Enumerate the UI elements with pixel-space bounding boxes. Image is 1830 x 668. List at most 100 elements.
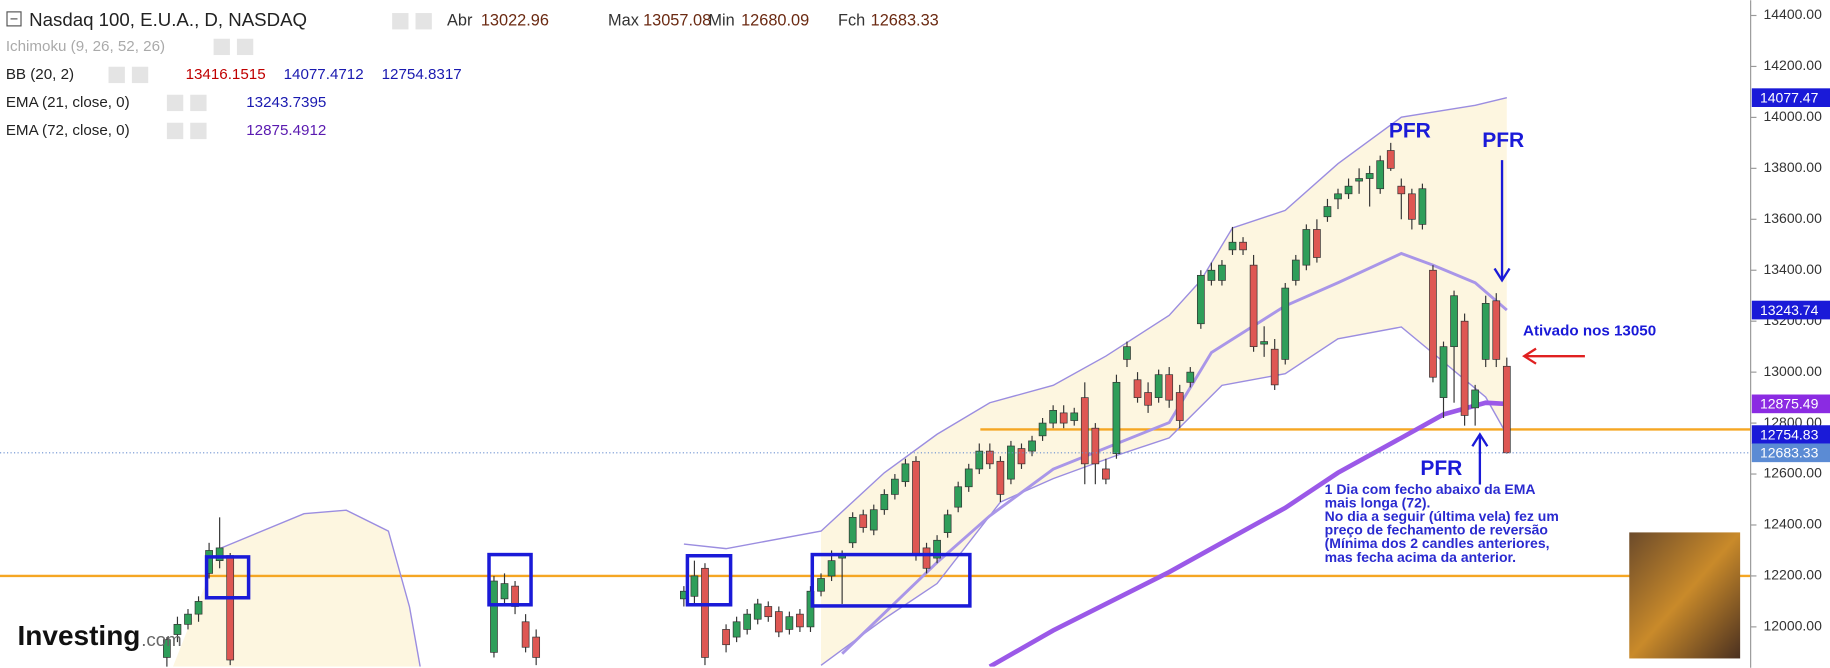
- ohlc-label: Abr: [447, 12, 473, 30]
- candle-body: [859, 514, 868, 528]
- candle-body: [1334, 193, 1342, 200]
- price-label: 14077.47: [1760, 90, 1819, 106]
- ohlc-value: 13057.08: [643, 12, 711, 30]
- candle-body: [1133, 379, 1142, 398]
- candle-body: [1323, 206, 1332, 218]
- candle-body: [880, 494, 889, 511]
- candle-body: [1471, 389, 1480, 409]
- candle-body: [1059, 412, 1068, 424]
- note-line: preço de fechamento de reversão: [1325, 522, 1548, 538]
- highlight-box: [487, 552, 533, 607]
- note-line: mais longa (72).: [1325, 495, 1431, 511]
- band-fill: [821, 97, 1507, 666]
- indicator-value: 13416.1515: [186, 66, 266, 83]
- legend-icon: [108, 66, 125, 84]
- y-tick-label: 12600.00: [1763, 465, 1822, 481]
- ohlc-value: 12683.33: [871, 12, 939, 30]
- highlight-box: [685, 553, 733, 607]
- band-fill: [172, 510, 421, 667]
- ohlc-label: Max: [608, 12, 639, 30]
- candle-body: [690, 575, 699, 597]
- y-tick-label: 14000.00: [1763, 108, 1822, 124]
- y-tick-label: 12000.00: [1763, 618, 1822, 634]
- candle-body: [1408, 193, 1416, 220]
- candle-body: [1070, 412, 1079, 421]
- candle-body: [1355, 178, 1363, 182]
- candle-body: [1260, 341, 1268, 345]
- candle-body: [1365, 173, 1374, 179]
- legend-icon: [415, 13, 432, 30]
- candle-body: [996, 460, 1005, 495]
- thumbnail-image: [1629, 532, 1741, 659]
- price-label-box: [1751, 394, 1830, 414]
- legend-icon: [166, 94, 184, 112]
- highlight-box: [810, 552, 972, 608]
- candle-body: [1218, 264, 1226, 281]
- candle-body: [1313, 229, 1321, 258]
- price-label-box: [1751, 443, 1830, 463]
- candle-body: [975, 450, 984, 470]
- candle-body: [1492, 300, 1501, 360]
- candle-body: [1249, 264, 1258, 348]
- y-tick-label: 13600.00: [1763, 210, 1822, 226]
- candle-body: [490, 580, 498, 653]
- candle-body: [985, 450, 994, 465]
- y-tick-label: 12400.00: [1763, 516, 1822, 532]
- price-label: 12683.33: [1760, 445, 1819, 461]
- candle-body: [869, 509, 878, 531]
- ema-line: [841, 251, 1508, 655]
- indicator-value: 14077.4712: [284, 66, 364, 83]
- candle-body: [848, 516, 857, 544]
- candle-body: [901, 463, 910, 483]
- indicator-value: 13243.7395: [246, 94, 326, 111]
- candle-body: [1144, 392, 1152, 406]
- candle-body: [173, 623, 182, 635]
- candle-body: [1049, 409, 1057, 424]
- annotation: PFR: [1389, 120, 1431, 143]
- note-line: No dia a seguir (última vela) fez um: [1325, 508, 1559, 524]
- indicator-value: 12754.8317: [382, 66, 462, 83]
- candle-body: [226, 555, 235, 661]
- candle-body: [891, 478, 899, 495]
- candle-body: [943, 514, 952, 533]
- candle-body: [701, 567, 709, 658]
- price-axis: 12000.0012200.0012400.0012600.0012800.00…: [1750, 6, 1830, 634]
- ohlc-value: 13022.96: [481, 12, 549, 30]
- candle-body: [184, 613, 192, 625]
- plot-area: [0, 96, 1751, 667]
- arrow-head: [1522, 347, 1537, 365]
- candle-body: [933, 539, 941, 559]
- candle-body: [1439, 346, 1448, 398]
- candle-body: [964, 468, 973, 488]
- price-label-box: [1751, 88, 1830, 107]
- candle-body: [194, 601, 203, 615]
- legend-icon: [236, 38, 254, 56]
- candle-body: [1281, 287, 1290, 360]
- price-label-box: [1751, 300, 1830, 320]
- candle-body: [764, 606, 773, 618]
- candle-body: [1080, 397, 1089, 465]
- legend-icon: [166, 122, 184, 140]
- indicator-name: Ichimoku (9, 26, 52, 26): [6, 38, 165, 55]
- overlay: PFR PFR PFR Ativado nos 13050 1 Dia com fech…: [6, 9, 1656, 651]
- candle-body: [1017, 448, 1026, 465]
- candle-body: [806, 590, 815, 628]
- symbol-title: Nasdaq 100, E.U.A., D, NASDAQ: [29, 9, 307, 30]
- candle-body: [1038, 422, 1047, 437]
- candle-body: [1239, 241, 1247, 251]
- candle-body: [1376, 160, 1385, 190]
- band-upper: [219, 96, 1507, 667]
- legend-icon: [213, 38, 230, 56]
- y-tick-label: 13400.00: [1763, 261, 1822, 277]
- ohlc-label: Min: [708, 12, 734, 30]
- legend-icon: [190, 94, 207, 112]
- annotation: PFR: [1482, 129, 1524, 152]
- candle-body: [1302, 229, 1311, 266]
- logo: .com: [141, 629, 181, 650]
- candle-body: [785, 616, 794, 630]
- candle-body: [1123, 346, 1131, 360]
- candle-body: [1102, 468, 1110, 480]
- candle-body: [1186, 371, 1195, 383]
- candle-body: [1291, 259, 1300, 281]
